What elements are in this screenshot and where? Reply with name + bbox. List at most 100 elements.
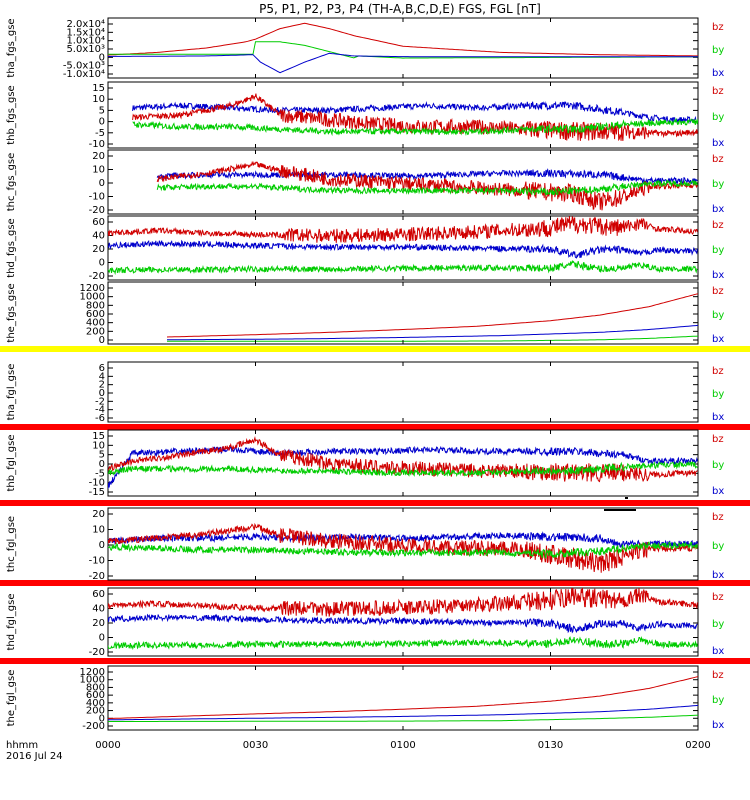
y-tick-label: -200 bbox=[82, 721, 105, 732]
y-tick-label: 0 bbox=[99, 335, 105, 346]
y-tick-label: -10 bbox=[89, 478, 105, 489]
series-bz bbox=[108, 22, 698, 57]
x-tick-label: 0000 bbox=[95, 740, 120, 751]
y-axis-label: thb_fgs_gse bbox=[6, 85, 17, 144]
y-tick-label: 200 bbox=[86, 706, 105, 717]
y-tick-label: 400 bbox=[86, 318, 105, 329]
legend-by: by bbox=[712, 179, 724, 190]
series-bx bbox=[108, 52, 698, 74]
y-tick-label: -20 bbox=[89, 205, 105, 216]
data-gap-mark bbox=[604, 509, 636, 511]
series-bz bbox=[108, 522, 698, 573]
y-tick-label: -20 bbox=[89, 271, 105, 282]
y-axis-label: thb_fgl_gse bbox=[6, 435, 17, 492]
y-tick-label: -2 bbox=[95, 396, 105, 407]
y-tick-label: 20 bbox=[92, 244, 105, 255]
panel-frame bbox=[107, 81, 699, 149]
separator-band-2 bbox=[0, 500, 750, 506]
series-bx bbox=[132, 100, 698, 125]
y-axis-label: tha_fgl_gse bbox=[6, 364, 17, 421]
legend-by: by bbox=[712, 619, 724, 630]
y-tick-label: 5.0x10³ bbox=[66, 44, 105, 55]
legend-by: by bbox=[712, 460, 724, 471]
series-bz bbox=[108, 588, 698, 617]
y-tick-label: 1.0x10⁴ bbox=[66, 36, 105, 47]
panel-7: 20 10 0 -10 -20 thc_fgl_gse bz by bx bbox=[6, 507, 724, 582]
separator-band-1 bbox=[0, 424, 750, 430]
y-tick-label: 2 bbox=[99, 380, 105, 391]
legend-by: by bbox=[712, 112, 724, 123]
legend-bz: bz bbox=[712, 366, 724, 377]
y-tick-label: 10 bbox=[92, 525, 105, 536]
y-tick-label: 20 bbox=[92, 151, 105, 162]
y-tick-label: -6 bbox=[95, 413, 105, 424]
y-tick-label: 0 bbox=[99, 388, 105, 399]
legend-bx: bx bbox=[712, 720, 724, 731]
legend-bx: bx bbox=[712, 412, 724, 423]
legend-bz: bz bbox=[712, 286, 724, 297]
y-tick-label: 15 bbox=[92, 83, 105, 94]
series-bz bbox=[108, 676, 698, 720]
y-tick-label: 0 bbox=[99, 713, 105, 724]
y-tick-label: 20 bbox=[92, 509, 105, 520]
legend-by: by bbox=[712, 695, 724, 706]
y-axis-label: thd_fgs_gse bbox=[6, 218, 17, 277]
y-tick-label: -1.0x10⁴ bbox=[63, 69, 105, 80]
legend-bz: bz bbox=[712, 22, 724, 33]
series-bx bbox=[108, 613, 698, 634]
series-by bbox=[108, 541, 698, 560]
x-tick-label: 0130 bbox=[538, 740, 563, 751]
x-tick-label: 0200 bbox=[685, 740, 710, 751]
y-tick-label: 1.5x10⁴ bbox=[66, 27, 105, 38]
y-tick-label: -5 bbox=[95, 468, 105, 479]
legend-bz: bz bbox=[712, 220, 724, 231]
series-by bbox=[108, 635, 698, 651]
y-tick-label: 400 bbox=[86, 698, 105, 709]
separator-band-4 bbox=[0, 658, 750, 664]
x-unit-label: hhmm bbox=[6, 740, 38, 751]
legend-by: by bbox=[712, 310, 724, 321]
y-axis-label: the_fgs_gse bbox=[6, 283, 17, 342]
series-by bbox=[132, 117, 698, 137]
y-axis-label: the_fgl_gse bbox=[6, 670, 17, 727]
series-by bbox=[108, 259, 698, 276]
x-date-label: 2016 Jul 24 bbox=[6, 751, 63, 762]
y-axis-label: tha_fgs_gse bbox=[6, 18, 17, 77]
series-bx bbox=[108, 531, 698, 549]
y-tick-label: 40 bbox=[92, 231, 105, 242]
legend-bx: bx bbox=[712, 204, 724, 215]
series-bx bbox=[156, 168, 698, 185]
y-tick-label: -5 bbox=[95, 128, 105, 139]
legend-bz: bz bbox=[712, 512, 724, 523]
y-tick-label: 4 bbox=[99, 371, 105, 382]
legend-by: by bbox=[712, 389, 724, 400]
panel-frame bbox=[107, 665, 699, 731]
legend-bz: bz bbox=[712, 434, 724, 445]
y-tick-label: 800 bbox=[86, 682, 105, 693]
legend-bx: bx bbox=[712, 68, 724, 79]
panel-8: 60 40 20 0 -20 thd_fgl_gse bz by bx bbox=[6, 587, 724, 658]
legend-bx: bx bbox=[712, 570, 724, 581]
panel-frame bbox=[107, 17, 699, 79]
y-tick-label: 20 bbox=[92, 618, 105, 629]
separator-band-0 bbox=[0, 346, 750, 352]
y-tick-label: 5 bbox=[99, 105, 105, 116]
legend-by: by bbox=[712, 245, 724, 256]
x-tick-label: 0100 bbox=[390, 740, 415, 751]
panels: 2.0x10⁴1.5x10⁴1.0x10⁴5.0x10³0-5.0x10³-1.… bbox=[0, 17, 750, 732]
y-tick-label: 10 bbox=[92, 440, 105, 451]
y-tick-label: 200 bbox=[86, 326, 105, 337]
y-tick-label: -20 bbox=[89, 647, 105, 658]
y-tick-label: 60 bbox=[92, 589, 105, 600]
legend-bx: bx bbox=[712, 270, 724, 281]
legend-bx: bx bbox=[712, 334, 724, 345]
series-bz bbox=[132, 93, 698, 142]
series-by bbox=[108, 460, 698, 478]
y-tick-label: -20 bbox=[89, 571, 105, 582]
legend-bz: bz bbox=[712, 670, 724, 681]
y-axis-label: thc_fgl_gse bbox=[6, 516, 17, 572]
y-tick-label: 10 bbox=[92, 165, 105, 176]
y-tick-label: 0 bbox=[99, 258, 105, 269]
